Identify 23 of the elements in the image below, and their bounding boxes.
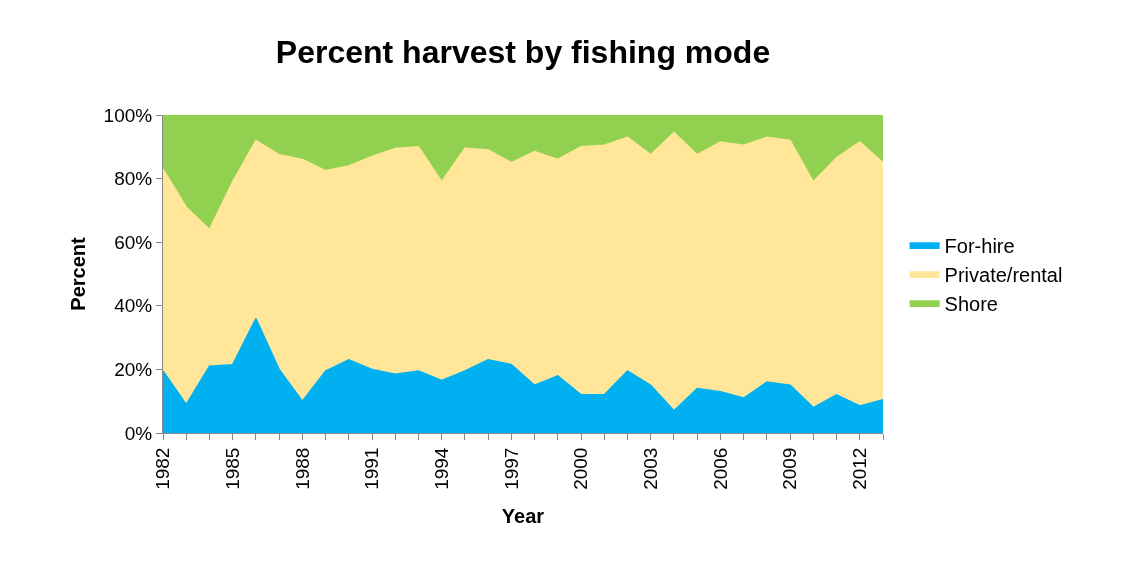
y-tick-label: 0% [124, 422, 153, 444]
x-tick-label: 2009 [779, 447, 801, 490]
y-tick-label: 20% [114, 359, 153, 381]
y-tick-label: 100% [103, 104, 153, 126]
x-tick-label: 1991 [361, 447, 383, 490]
x-axis-title: Year [501, 505, 545, 528]
x-tick-label: 2006 [709, 447, 731, 490]
x-tick-label: 1994 [430, 447, 452, 490]
x-tick-label: 2012 [848, 447, 870, 490]
legend-label: Shore [944, 292, 998, 315]
x-tick-label: 1982 [152, 447, 174, 490]
x-tick-label: 1988 [291, 447, 313, 490]
y-tick-label: 60% [114, 231, 153, 253]
x-tick-label: 1997 [500, 447, 522, 490]
x-tick-label: 2003 [639, 447, 661, 490]
legend-label: For-hire [944, 234, 1015, 257]
x-tick-label: 2000 [570, 447, 592, 490]
y-tick-label: 80% [114, 168, 153, 190]
y-tick-label: 40% [114, 295, 153, 317]
y-axis-title: Percent [67, 236, 90, 311]
legend-label: Private/rental [944, 263, 1063, 286]
chart-title: Percent harvest by fishing mode [275, 33, 771, 70]
x-tick-label: 1985 [221, 447, 243, 490]
